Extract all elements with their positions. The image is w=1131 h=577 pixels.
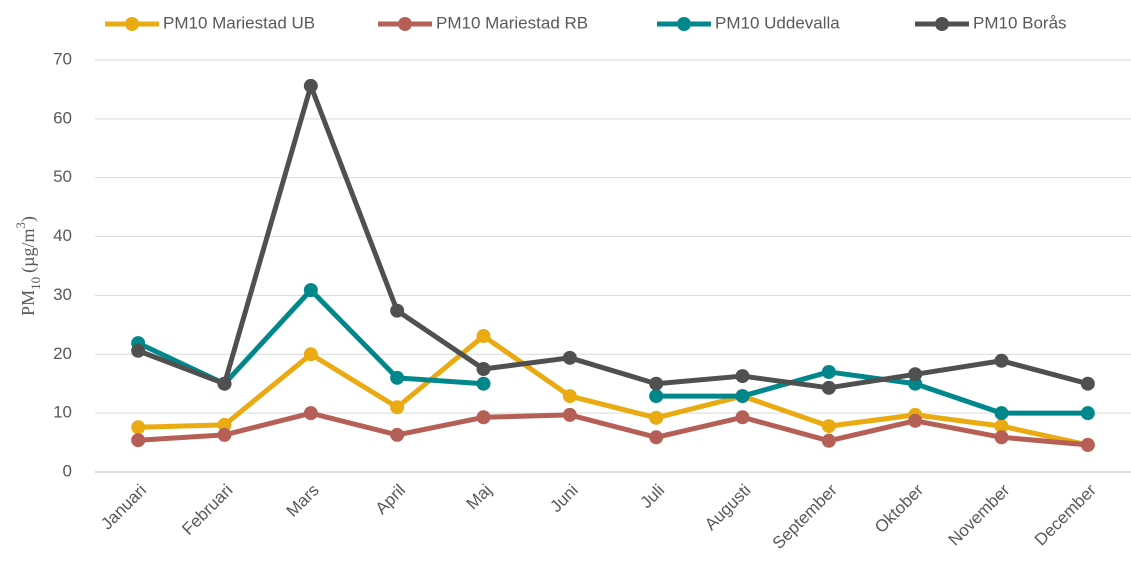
data-point xyxy=(390,370,405,385)
data-point xyxy=(217,427,232,442)
data-point xyxy=(476,410,491,425)
data-point xyxy=(303,406,318,421)
data-point xyxy=(131,433,146,448)
y-label-sub: 10 xyxy=(28,277,43,290)
data-point xyxy=(735,389,750,404)
y-tick-label: 60 xyxy=(53,108,72,127)
legend-label: PM10 Mariestad UB xyxy=(163,13,315,32)
legend-label: PM10 Uddevalla xyxy=(715,13,840,32)
data-point xyxy=(303,78,318,93)
x-tick-label: Augusti xyxy=(701,481,755,535)
data-point xyxy=(562,407,577,422)
x-tick-label: Februari xyxy=(178,481,236,539)
data-point xyxy=(131,420,146,435)
x-tick-label: September xyxy=(769,480,841,552)
data-point xyxy=(476,362,491,376)
data-point xyxy=(217,376,232,391)
data-point xyxy=(994,430,1009,445)
x-tick-label: Oktober xyxy=(871,480,927,536)
x-tick-label: November xyxy=(945,480,1014,549)
series-line xyxy=(137,287,1088,416)
x-tick-label: Juli xyxy=(637,481,668,512)
y-tick-label: 50 xyxy=(53,167,72,186)
x-tick-label: Juni xyxy=(546,481,581,516)
y-label-close: ) xyxy=(18,216,39,222)
data-point xyxy=(562,389,577,404)
data-point xyxy=(476,329,491,344)
data-point xyxy=(821,380,836,395)
data-point xyxy=(821,433,836,448)
y-tick-label: 10 xyxy=(53,403,72,422)
data-point xyxy=(1080,437,1095,452)
x-tick-label: Maj xyxy=(463,481,496,514)
data-point xyxy=(217,417,232,432)
data-point xyxy=(131,343,146,358)
data-point xyxy=(649,430,664,445)
data-point xyxy=(994,353,1009,368)
data-point xyxy=(390,303,405,318)
y-label-unit: (µg/m xyxy=(18,229,39,273)
data-point xyxy=(649,376,664,391)
data-point xyxy=(821,364,836,379)
x-tick-label: Januari xyxy=(97,481,150,534)
legend-marker xyxy=(398,17,412,31)
legend-marker xyxy=(125,17,139,31)
y-tick-label: 30 xyxy=(53,285,72,304)
legend-marker xyxy=(677,17,691,31)
y-label-sup: 3 xyxy=(13,222,28,229)
series-line xyxy=(137,83,1089,391)
data-point xyxy=(994,419,1009,434)
series-line xyxy=(138,410,1089,448)
data-point xyxy=(390,400,405,415)
data-point xyxy=(735,410,750,425)
data-point xyxy=(649,410,664,425)
legend-label: PM10 Mariestad RB xyxy=(436,13,588,32)
y-axis-label: PM10 (µg/m3) xyxy=(13,216,43,316)
y-tick-label: 70 xyxy=(53,49,72,68)
data-point xyxy=(303,347,318,362)
x-tick-label: April xyxy=(372,481,409,518)
data-point xyxy=(476,376,491,391)
data-point xyxy=(649,389,664,404)
y-tick-label: 0 xyxy=(63,461,72,480)
x-tick-label: Mars xyxy=(283,481,323,521)
data-point xyxy=(303,283,318,298)
data-point xyxy=(821,419,836,434)
data-point xyxy=(908,413,923,428)
legend-marker xyxy=(935,17,949,31)
legend-label: PM10 Borås xyxy=(973,13,1067,32)
data-point xyxy=(562,350,577,365)
series-line xyxy=(138,333,1089,448)
data-point xyxy=(1080,406,1095,421)
data-point xyxy=(908,367,923,382)
y-tick-label: 40 xyxy=(53,226,72,245)
data-point xyxy=(735,369,750,384)
y-label-main: PM xyxy=(18,290,38,316)
x-tick-label: December xyxy=(1031,480,1100,549)
data-point xyxy=(994,406,1009,421)
data-point xyxy=(1080,376,1095,391)
data-point xyxy=(390,427,405,442)
y-tick-label: 20 xyxy=(53,344,72,363)
